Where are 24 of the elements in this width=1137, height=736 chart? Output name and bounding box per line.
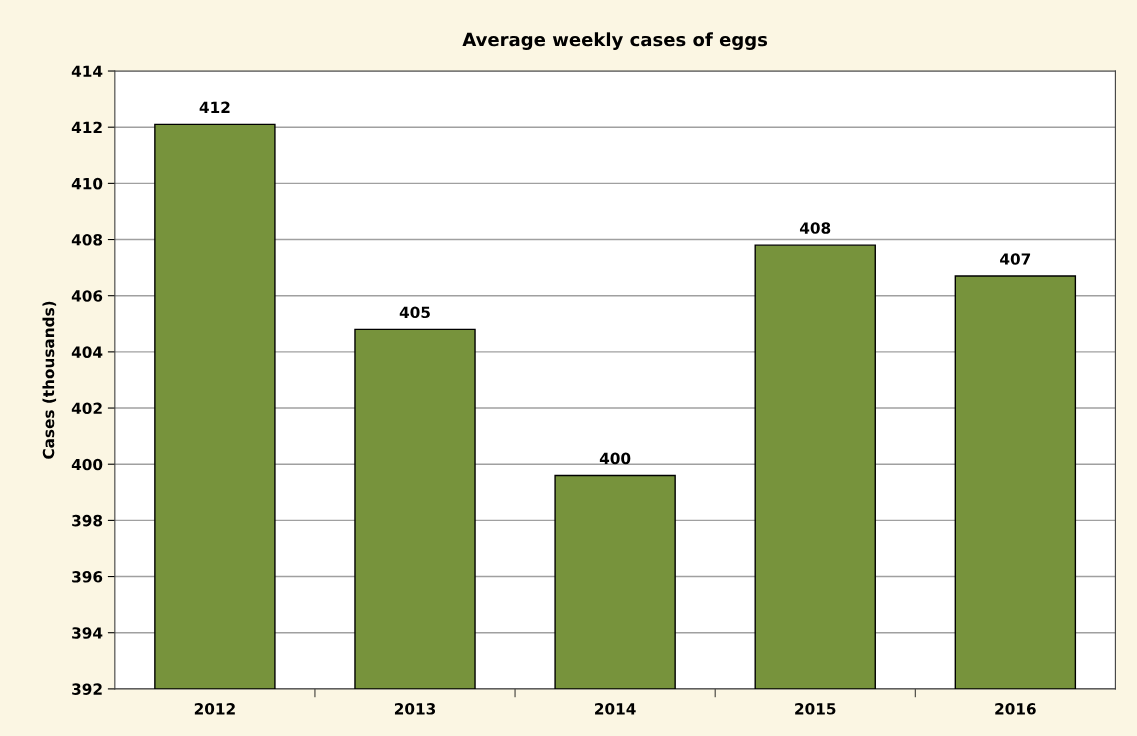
y-tick-label: 396 (72, 571, 103, 583)
x-tick-label: 2012 (194, 703, 235, 715)
data-label: 405 (399, 306, 430, 319)
y-tick-label: 414 (71, 65, 103, 77)
data-label: 407 (1000, 253, 1031, 265)
y-tick-label: 412 (71, 121, 102, 133)
y-tick-label: 402 (71, 402, 102, 415)
y-tick-label: 410 (71, 177, 103, 190)
chart-title: Average weekly cases of eggs (462, 32, 768, 50)
y-axis-title: Cases (thousands) (42, 301, 57, 459)
y-tick-label: 408 (71, 234, 103, 246)
data-label: 408 (799, 222, 831, 234)
x-tick-label: 2016 (995, 703, 1036, 715)
x-tick-label: 2014 (595, 703, 636, 715)
y-tick-label: 400 (71, 458, 103, 471)
y-tick-label: 392 (72, 683, 102, 695)
y-tick-label: 404 (71, 346, 103, 358)
x-tick-label: 2013 (394, 703, 436, 715)
y-tick-label: 406 (71, 290, 103, 302)
x-tick-label: 2015 (795, 703, 836, 715)
y-tick-label: 394 (72, 627, 103, 639)
data-label: 400 (599, 452, 631, 465)
data-label: 412 (199, 101, 230, 113)
y-tick-label: 398 (72, 514, 103, 527)
